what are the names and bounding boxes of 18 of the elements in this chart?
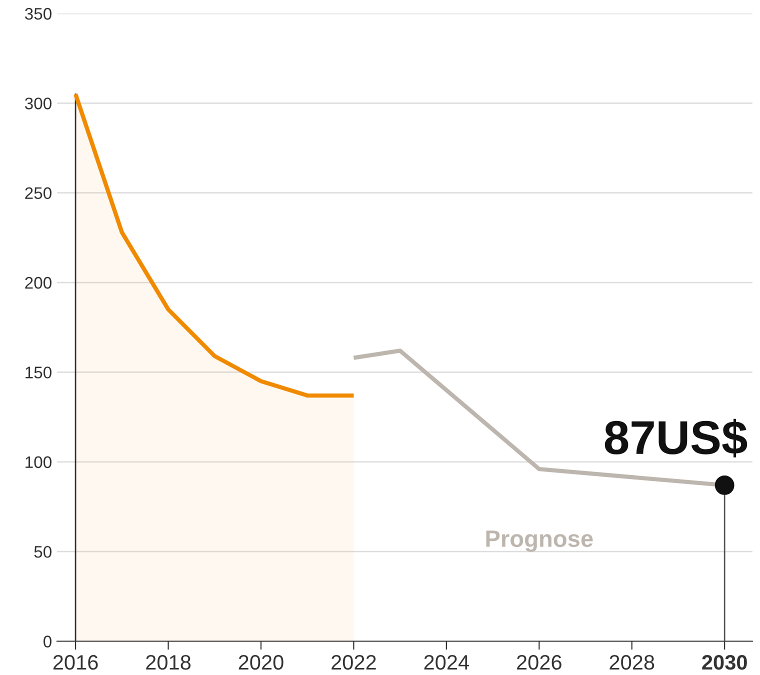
y-tick-label: 150 — [26, 366, 52, 378]
x-tick-label: 2020 — [238, 654, 284, 670]
y-tick-label: 200 — [25, 276, 52, 289]
x-tick-label: 2030 — [702, 654, 747, 670]
y-tick-label: 300 — [24, 98, 52, 110]
x-tick-label: 2024 — [424, 654, 469, 670]
x-tick-label: 2022 — [332, 654, 376, 670]
y-tick-label: 0 — [44, 636, 52, 648]
text: Prognose — [486, 530, 593, 552]
x-tick-label: 2018 — [146, 654, 191, 670]
y-tick-label: 100 — [26, 456, 52, 468]
x-tick-label: 2016 — [53, 654, 98, 670]
x-tick-label: 2028 — [610, 654, 654, 670]
annotation: 87US$ — [604, 418, 748, 458]
y-tick-label: 50 — [34, 546, 52, 558]
x-tick-label: 2026 — [517, 654, 562, 670]
y-tick-label: 250 — [25, 187, 52, 200]
y-tick-label: 350 — [24, 8, 52, 20]
